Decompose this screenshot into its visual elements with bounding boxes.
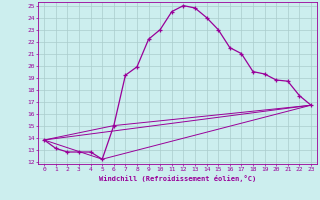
X-axis label: Windchill (Refroidissement éolien,°C): Windchill (Refroidissement éolien,°C) — [99, 175, 256, 182]
